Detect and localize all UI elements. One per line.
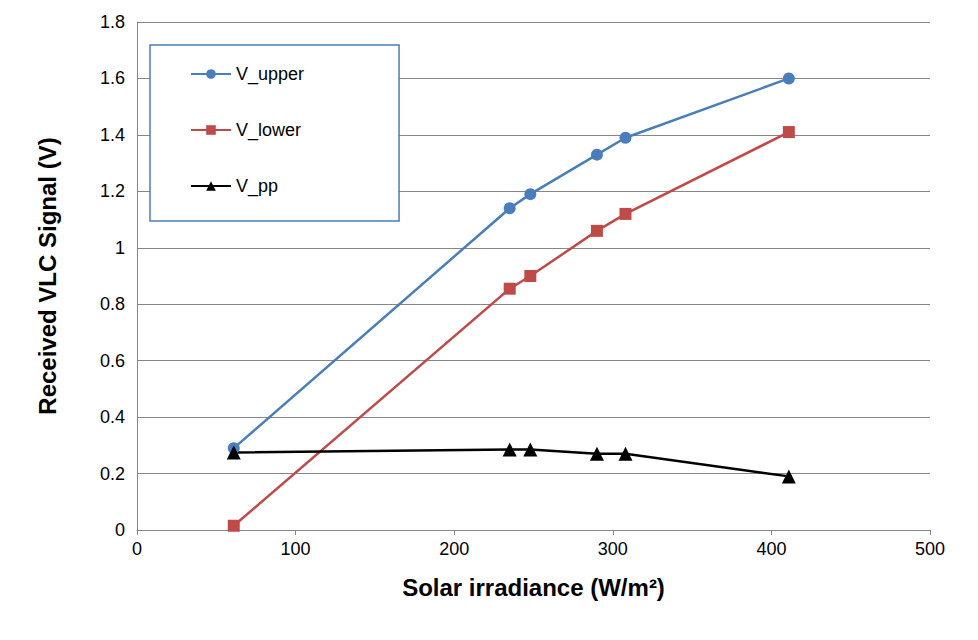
- svg-text:300: 300: [598, 539, 628, 559]
- svg-text:100: 100: [281, 539, 311, 559]
- svg-text:1.6: 1.6: [100, 68, 125, 88]
- svg-text:0.4: 0.4: [100, 407, 125, 427]
- svg-text:V_pp: V_pp: [236, 176, 278, 197]
- svg-text:1.8: 1.8: [100, 12, 125, 32]
- svg-text:V_lower: V_lower: [236, 120, 301, 141]
- svg-text:Solar irradiance (W/m²): Solar irradiance (W/m²): [402, 574, 665, 601]
- svg-text:V_upper: V_upper: [236, 64, 304, 85]
- svg-text:1: 1: [115, 238, 125, 258]
- svg-text:Received VLC Signal (V): Received VLC Signal (V): [34, 137, 61, 414]
- svg-text:0.6: 0.6: [100, 351, 125, 371]
- svg-text:0: 0: [132, 539, 142, 559]
- svg-text:0.2: 0.2: [100, 464, 125, 484]
- svg-text:400: 400: [756, 539, 786, 559]
- svg-text:0: 0: [115, 520, 125, 540]
- svg-text:0.8: 0.8: [100, 294, 125, 314]
- svg-text:1.4: 1.4: [100, 125, 125, 145]
- svg-text:200: 200: [439, 539, 469, 559]
- svg-text:1.2: 1.2: [100, 181, 125, 201]
- svg-text:500: 500: [915, 539, 945, 559]
